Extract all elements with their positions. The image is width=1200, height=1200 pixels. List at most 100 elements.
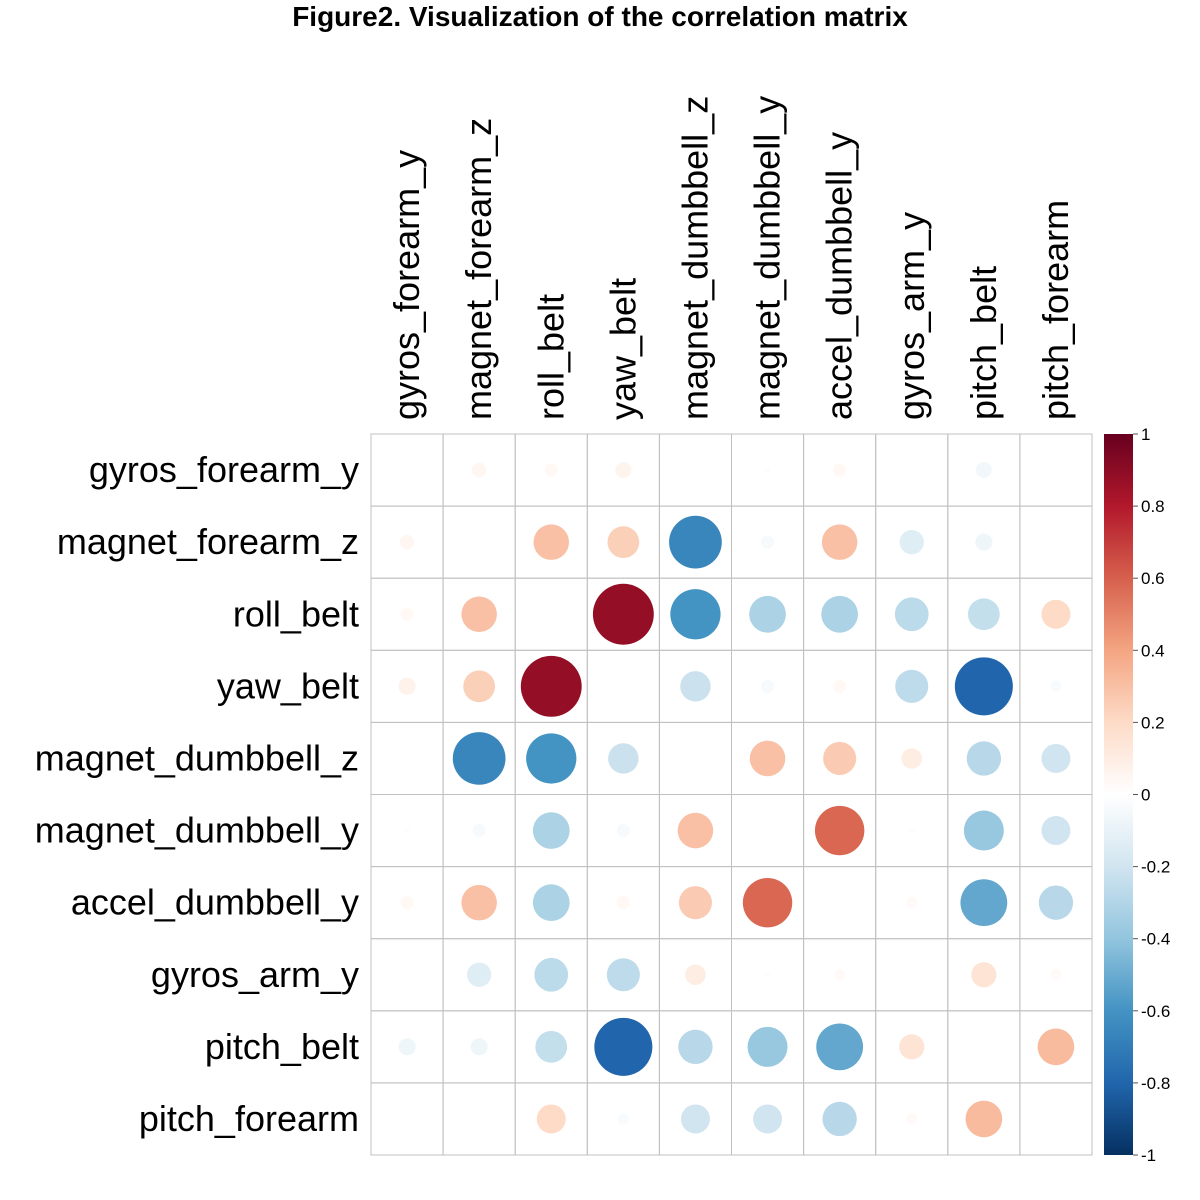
row-label: magnet_dumbbell_z (35, 737, 359, 778)
correlation-circle (963, 810, 1004, 851)
column-label: accel_dumbbell_y (819, 132, 860, 420)
column-label: roll_belt (530, 294, 571, 420)
correlation-circle (816, 1023, 864, 1071)
correlation-circle (680, 1104, 710, 1134)
correlation-circle (678, 1029, 713, 1065)
grid-cell (1019, 505, 1093, 579)
correlation-circle (607, 526, 640, 559)
row-label: gyros_forearm_y (89, 449, 359, 490)
column-label: gyros_arm_y (891, 212, 932, 420)
correlation-circle (461, 884, 497, 921)
correlation-circle (678, 886, 712, 920)
correlation-circle (894, 597, 929, 632)
correlation-circle (899, 1034, 925, 1060)
color-tick-label: 1 (1141, 425, 1150, 444)
grid-cell (442, 505, 516, 579)
color-tick-label: -0.2 (1141, 858, 1170, 877)
correlation-circle (533, 524, 570, 560)
color-tick-label: 0.4 (1141, 641, 1165, 660)
column-label: yaw_belt (602, 278, 643, 420)
color-tick-label: 0 (1141, 786, 1150, 805)
correlation-circle (670, 589, 721, 640)
correlation-circle (532, 884, 570, 922)
correlation-circle (908, 827, 915, 834)
correlation-circle (452, 732, 506, 785)
correlation-circle (608, 743, 639, 774)
grid-cell (1019, 1082, 1093, 1156)
correlation-circle (520, 655, 582, 717)
correlation-circle (833, 463, 847, 477)
correlation-circle (761, 679, 775, 693)
grid-cell (442, 1082, 516, 1156)
correlation-circle (899, 530, 924, 555)
correlation-circle (615, 462, 632, 478)
correlation-circle (399, 534, 415, 550)
correlation-circle (592, 583, 654, 645)
grid-cell (586, 649, 660, 723)
row-label: magnet_dumbbell_y (35, 810, 359, 851)
correlation-circle (467, 962, 492, 987)
grid-cell (370, 1082, 444, 1156)
correlation-circle (617, 1113, 629, 1125)
correlation-circle (814, 805, 865, 856)
correlation-circle (821, 524, 858, 560)
color-tick-label: -1 (1141, 1146, 1156, 1165)
color-tick-label: 0.8 (1141, 497, 1165, 516)
correlation-circle (616, 896, 630, 910)
grid-cell (370, 721, 444, 796)
correlation-circle (764, 971, 771, 978)
grid-cell (1019, 433, 1093, 507)
grid-cell (875, 938, 949, 1012)
correlation-circle (975, 533, 993, 551)
correlation-circle (1050, 680, 1062, 692)
correlation-circle (761, 535, 775, 549)
correlation-circle (967, 598, 1000, 631)
correlation-circle (669, 515, 722, 569)
correlation-circle (960, 879, 1008, 927)
correlation-circle (895, 669, 929, 703)
row-label: accel_dumbbell_y (71, 882, 359, 923)
chart-title: Figure2. Visualization of the correlatio… (292, 1, 908, 32)
correlation-circle (901, 748, 923, 769)
row-labels: gyros_forearm_y magnet_forearm_z roll_belt… (35, 449, 359, 1139)
correlation-circle (971, 962, 997, 988)
column-label: pitch_forearm (1035, 200, 1076, 420)
correlation-circle (822, 1101, 857, 1137)
correlation-circle (749, 595, 786, 633)
correlation-circle (461, 596, 497, 633)
column-label: magnet_dumbbell_y (747, 96, 788, 420)
color-legend: 1 0.8 0.6 0.4 0.2 0 -0.2 -0.4 -0.6 -0.8 -1 (1104, 425, 1170, 1165)
correlation-circle (1041, 743, 1071, 773)
correlation-circle (532, 812, 570, 849)
correlation-circle (906, 1113, 918, 1125)
correlation-circle (677, 812, 714, 849)
grid-cell (658, 721, 733, 796)
color-tick-label: 0.2 (1141, 713, 1165, 732)
grid-cell (875, 433, 949, 507)
correlation-circle (1050, 969, 1062, 981)
correlation-circle (470, 1038, 488, 1056)
correlation-circle (954, 657, 1013, 716)
correlation-circle (472, 824, 486, 838)
correlation-circle (1037, 1028, 1075, 1066)
correlation-circle (398, 677, 416, 695)
row-label: pitch_forearm (139, 1098, 359, 1139)
correlation-circle (742, 877, 793, 928)
correlation-circle (685, 964, 706, 986)
grid-cell (370, 938, 444, 1012)
grid-cell (370, 433, 444, 507)
correlation-circle (400, 607, 414, 621)
color-bar (1104, 434, 1133, 1155)
correlation-circle (680, 671, 711, 702)
correlation-circle (398, 1038, 416, 1056)
grid-cell (947, 1010, 1021, 1084)
color-tick-label: -0.8 (1141, 1074, 1170, 1093)
correlation-circle (749, 740, 786, 777)
matrix-grid (370, 433, 1093, 1156)
column-label: gyros_forearm_y (386, 150, 427, 420)
correlation-circle (616, 824, 630, 838)
correlation-circle (400, 896, 414, 910)
correlation-circle (906, 897, 918, 909)
column-labels: gyros_forearm_y magnet_forearm_z roll_belt… (386, 96, 1076, 420)
column-label: magnet_dumbbell_z (674, 96, 715, 420)
